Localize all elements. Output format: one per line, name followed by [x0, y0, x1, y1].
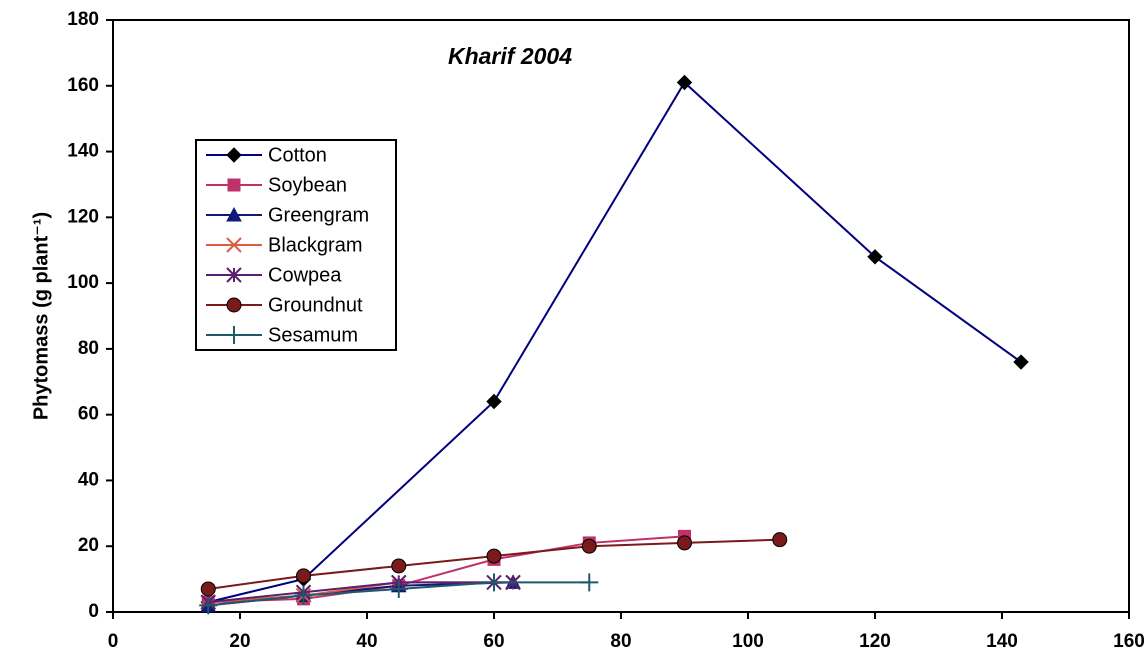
x-tick-label: 140 — [986, 631, 1018, 652]
y-tick-label: 80 — [78, 338, 99, 359]
marker — [294, 586, 313, 605]
legend-marker — [226, 147, 242, 163]
y-tick-label: 20 — [78, 535, 99, 556]
marker — [391, 558, 407, 574]
marker — [485, 573, 503, 592]
y-tick-label: 160 — [67, 75, 99, 96]
x-tick-label: 80 — [610, 631, 631, 652]
legend-marker — [226, 237, 242, 253]
legend-marker — [226, 267, 242, 283]
legend-label: Sesamum — [268, 324, 358, 346]
y-tick-label: 120 — [67, 206, 99, 227]
marker — [676, 74, 693, 91]
marker — [581, 538, 597, 554]
marker — [677, 535, 692, 551]
marker — [199, 596, 218, 615]
y-tick-label: 0 — [88, 601, 99, 622]
legend-marker — [226, 206, 242, 222]
marker — [867, 249, 883, 265]
legend-label: Blackgram — [268, 234, 362, 256]
legend-label: Soybean — [268, 174, 347, 196]
marker — [486, 393, 502, 410]
y-axis-label: Phytomass (g plant⁻¹) — [30, 212, 52, 420]
marker — [296, 568, 311, 584]
marker — [580, 573, 599, 592]
y-tick-label: 60 — [78, 404, 99, 425]
series-line — [208, 535, 685, 604]
x-tick-label: 120 — [859, 631, 891, 652]
legend-label: Cotton — [268, 144, 327, 166]
y-tick-label: 180 — [67, 9, 99, 30]
series-line — [208, 80, 1022, 604]
x-tick-label: 160 — [1113, 631, 1145, 652]
legend-label: Groundnut — [268, 294, 363, 316]
x-tick-label: 40 — [356, 631, 377, 652]
legend-entries: Cotton Soybean Greengram Blackgram Cowpea Gro… — [206, 144, 369, 346]
legend-marker — [225, 326, 243, 344]
x-tick-label: 20 — [229, 631, 250, 652]
marker — [389, 579, 408, 598]
legend-label: Greengram — [268, 204, 369, 226]
legend-marker — [226, 297, 242, 313]
x-tick-label: 0 — [108, 631, 119, 652]
legend-label: Cowpea — [268, 264, 342, 286]
y-tick-label: 100 — [67, 272, 99, 293]
marker — [200, 581, 216, 597]
chart-title: Kharif 2004 — [448, 43, 572, 69]
y-tick-label: 40 — [78, 469, 99, 490]
y-tick-label: 140 — [67, 141, 99, 162]
x-tick-label: 60 — [483, 631, 504, 652]
x-tick-label: 100 — [732, 631, 764, 652]
marker — [486, 548, 502, 564]
marker — [1013, 354, 1029, 370]
legend-marker — [227, 178, 241, 192]
marker — [772, 532, 788, 548]
